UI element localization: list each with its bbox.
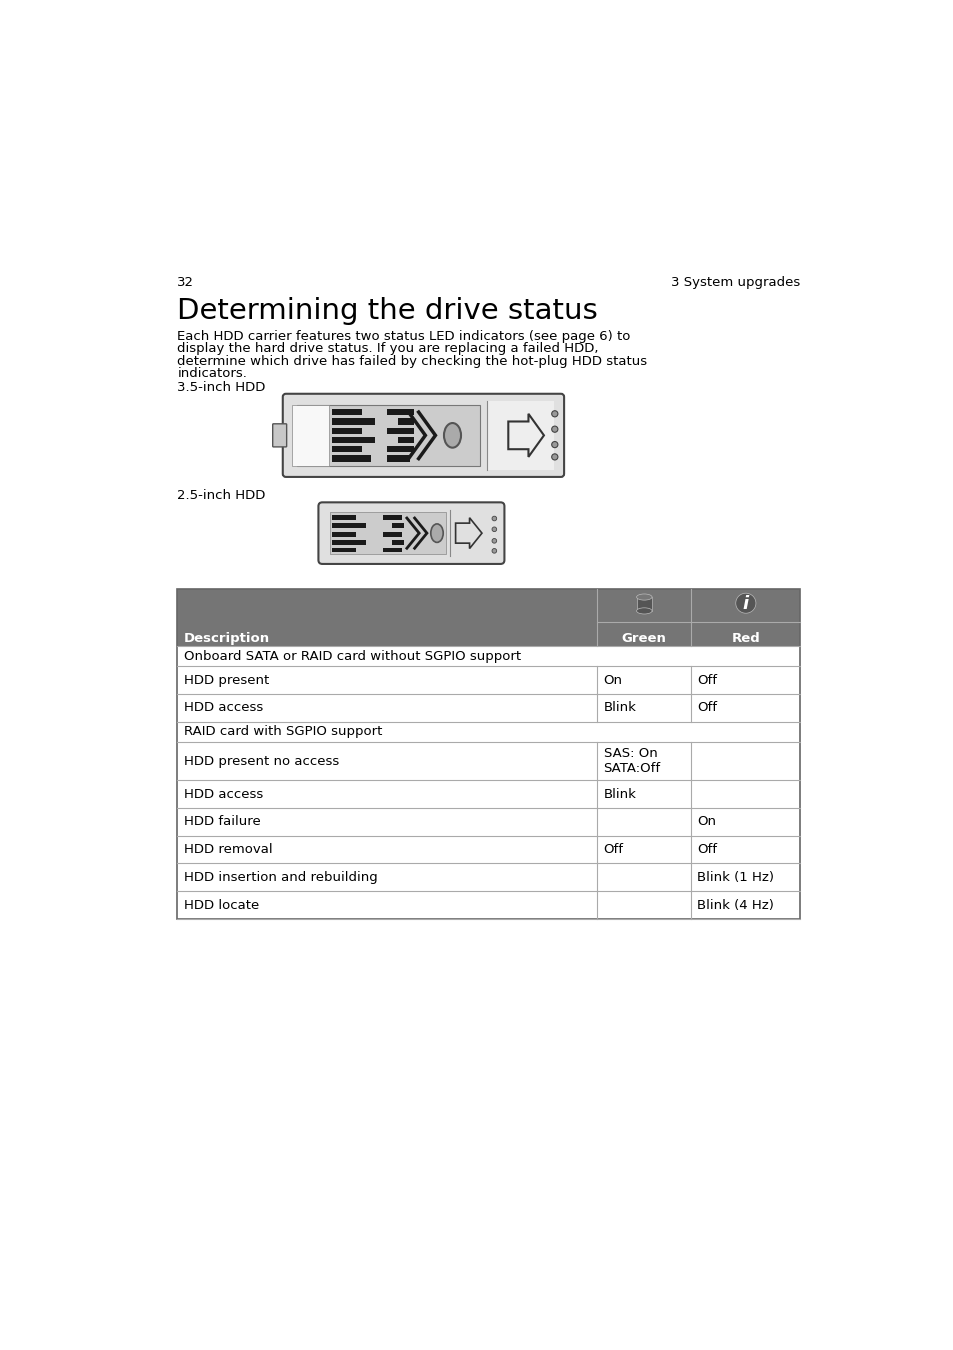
- FancyBboxPatch shape: [282, 394, 563, 477]
- Text: 2.5-inch HDD: 2.5-inch HDD: [177, 489, 266, 502]
- Text: display the hard drive status. If you are replacing a failed HDD,: display the hard drive status. If you ar…: [177, 342, 598, 355]
- Text: Red: Red: [731, 632, 760, 645]
- Text: Blink (4 Hz): Blink (4 Hz): [697, 899, 774, 911]
- FancyBboxPatch shape: [318, 502, 504, 564]
- Circle shape: [492, 539, 497, 543]
- Text: Each HDD carrier features two status LED indicators (see page 6) to: Each HDD carrier features two status LED…: [177, 329, 630, 343]
- Text: HDD insertion and rebuilding: HDD insertion and rebuilding: [183, 871, 377, 884]
- Circle shape: [551, 441, 558, 448]
- Text: 32: 32: [177, 275, 194, 289]
- Text: Off: Off: [603, 844, 623, 856]
- Bar: [382, 548, 402, 552]
- Bar: [332, 409, 361, 416]
- Bar: [177, 590, 800, 919]
- Circle shape: [492, 526, 497, 532]
- Circle shape: [551, 410, 558, 417]
- Text: HDD access: HDD access: [183, 787, 262, 801]
- Bar: [392, 524, 403, 528]
- Text: Off: Off: [697, 702, 717, 714]
- Text: 3.5-inch HDD: 3.5-inch HDD: [177, 382, 266, 394]
- Bar: [297, 405, 479, 466]
- Bar: [332, 540, 366, 544]
- Bar: [636, 597, 652, 612]
- Circle shape: [551, 454, 558, 460]
- Text: On: On: [603, 674, 622, 687]
- Ellipse shape: [431, 524, 443, 543]
- Circle shape: [551, 427, 558, 432]
- Bar: [332, 455, 371, 462]
- Bar: [386, 428, 414, 433]
- Text: determine which drive has failed by checking the hot-plug HDD status: determine which drive has failed by chec…: [177, 355, 647, 367]
- Text: Onboard SATA or RAID card without SGPIO support: Onboard SATA or RAID card without SGPIO …: [183, 649, 520, 663]
- Bar: [332, 516, 356, 520]
- Text: Description: Description: [183, 632, 270, 645]
- Text: On: On: [697, 815, 716, 829]
- Bar: [332, 428, 361, 433]
- Ellipse shape: [636, 608, 652, 614]
- Text: HDD removal: HDD removal: [183, 844, 272, 856]
- Text: HDD locate: HDD locate: [183, 899, 258, 911]
- Text: SAS: On
SATA:Off: SAS: On SATA:Off: [603, 747, 660, 775]
- Text: HDD failure: HDD failure: [183, 815, 260, 829]
- Text: 3 System upgrades: 3 System upgrades: [671, 275, 800, 289]
- Text: Off: Off: [697, 844, 717, 856]
- Text: Determining the drive status: Determining the drive status: [177, 297, 598, 325]
- Bar: [397, 418, 414, 424]
- Text: HDD present: HDD present: [183, 674, 269, 687]
- Text: HDD access: HDD access: [183, 702, 262, 714]
- Text: HDD present no access: HDD present no access: [183, 755, 338, 768]
- Bar: [386, 409, 414, 416]
- Bar: [292, 405, 329, 466]
- Bar: [392, 540, 403, 544]
- Text: Blink: Blink: [603, 787, 636, 801]
- Bar: [332, 532, 356, 537]
- Bar: [386, 455, 410, 462]
- Text: indicators.: indicators.: [177, 367, 247, 379]
- Bar: [332, 437, 375, 443]
- Bar: [332, 548, 356, 552]
- Ellipse shape: [443, 423, 460, 448]
- Bar: [382, 532, 402, 537]
- Bar: [332, 418, 375, 424]
- Circle shape: [492, 548, 497, 554]
- Bar: [332, 446, 361, 452]
- Bar: [177, 590, 800, 647]
- Bar: [382, 516, 402, 520]
- Bar: [330, 513, 446, 554]
- Bar: [488, 401, 554, 470]
- Bar: [397, 437, 414, 443]
- Text: Off: Off: [697, 674, 717, 687]
- Text: Blink (1 Hz): Blink (1 Hz): [697, 871, 774, 884]
- Bar: [386, 446, 414, 452]
- Text: RAID card with SGPIO support: RAID card with SGPIO support: [183, 725, 381, 738]
- FancyBboxPatch shape: [273, 424, 286, 447]
- Bar: [332, 524, 366, 528]
- Text: Green: Green: [621, 632, 666, 645]
- Ellipse shape: [636, 594, 652, 601]
- Text: i: i: [742, 595, 748, 613]
- Text: Blink: Blink: [603, 702, 636, 714]
- Circle shape: [735, 593, 755, 613]
- Circle shape: [492, 516, 497, 521]
